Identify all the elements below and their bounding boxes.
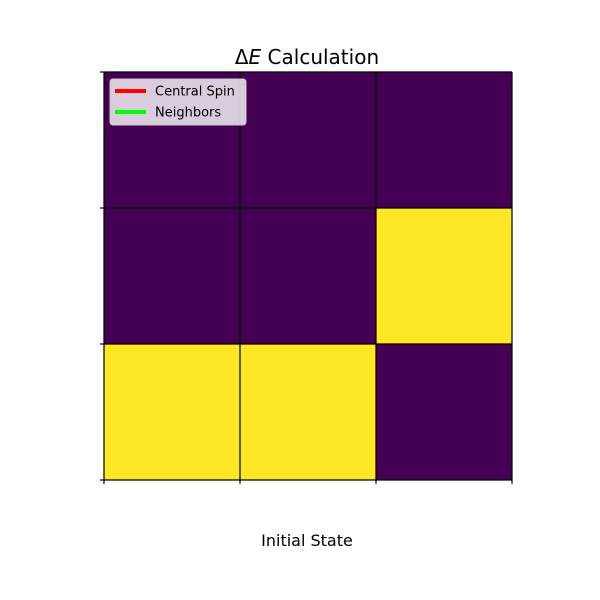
- chart-title-suffix: Calculation: [261, 45, 379, 69]
- chart-title-symbol: E: [249, 45, 262, 69]
- chart-title: ΔE Calculation: [235, 45, 379, 69]
- grid-lines: [103, 71, 513, 481]
- heatmap-cell-r2-c1: [240, 344, 376, 480]
- heatmap-cell-r0-c1: [240, 72, 376, 208]
- axis-ticks: [100, 71, 513, 484]
- x-axis-label: Initial State: [261, 531, 353, 550]
- heatmap-cell-r0-c2: [376, 72, 512, 208]
- plot-area: [104, 72, 512, 480]
- chart-title-prefix: Δ: [235, 45, 249, 69]
- heatmap-cell-r2-c0: [104, 344, 240, 480]
- legend-label-1: Neighbors: [155, 106, 221, 121]
- heatmap-cell-r1-c1: [240, 208, 376, 344]
- heatmap-cell-r1-c2: [376, 208, 512, 344]
- legend: Central Spin Neighbors: [109, 78, 247, 126]
- legend-label-0: Central Spin: [155, 85, 235, 100]
- legend-entries: Central Spin Neighbors: [115, 85, 235, 121]
- heatmap-cell-r2-c2: [376, 344, 512, 480]
- heatmap-cell-r1-c0: [104, 208, 240, 344]
